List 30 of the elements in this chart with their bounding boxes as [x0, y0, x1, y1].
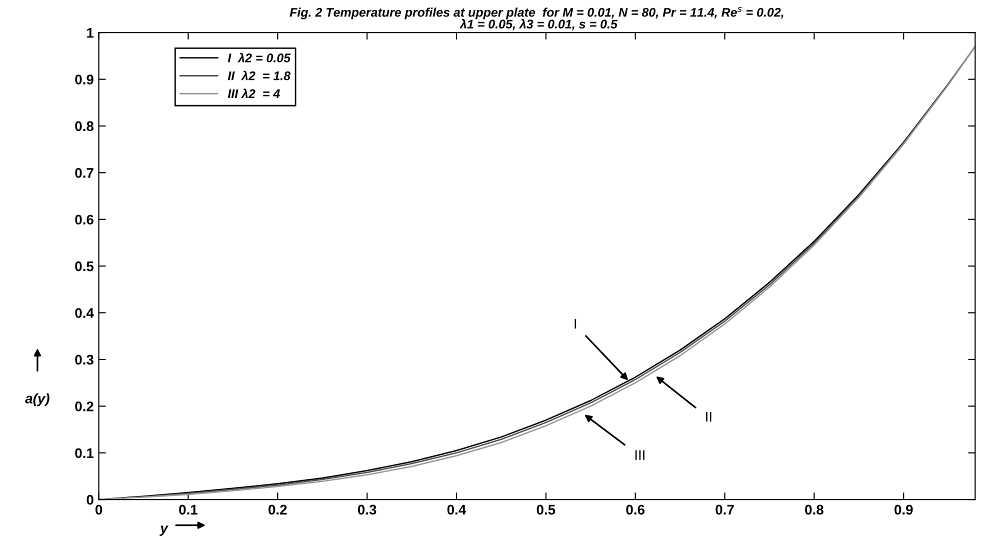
x-axis-title: y: [160, 526, 168, 536]
y-tick-label: 0: [86, 494, 94, 505]
legend-label: II λ2 = 1.8: [228, 70, 291, 80]
chart-title: Fig. 2 Temperature profiles at upper plate for M = 0.01, N = 80, Pr = 11.4, Re$^{s}$ = 0.02, λ1 = 0.05, λ3 = 0.01, s = 0.5: [290, 6, 784, 30]
legend-label: III λ2 = 4: [228, 88, 280, 98]
y-tick-label: 1: [87, 28, 94, 38]
y-tick-label: 0.7: [75, 168, 94, 178]
x-tick-label: 0: [95, 504, 102, 515]
x-tick-label: 0.3: [358, 504, 376, 515]
legend-label: I λ2 = 0.05: [228, 52, 291, 62]
x-tick-label: 0.2: [268, 504, 287, 515]
y-tick-label: 0.8: [75, 121, 94, 132]
y-tick-label: 0.1: [75, 448, 94, 458]
x-tick-label: 0.5: [536, 504, 556, 515]
y-tick-label: 0.9: [75, 74, 94, 84]
x-tick-label: 0.7: [716, 504, 734, 515]
annotation: II: [706, 412, 712, 422]
x-tick-label: 0.1: [179, 504, 198, 515]
y-tick-label: 0.3: [75, 354, 94, 365]
y-tick-label: 0.5: [75, 261, 94, 272]
x-tick-label: 0.6: [626, 504, 644, 515]
annotation: III: [635, 450, 644, 460]
x-tick-label: 0.4: [447, 504, 466, 515]
x-tick-label: 0.9: [894, 504, 913, 515]
y-tick-label: 0.2: [75, 402, 94, 412]
annotation: I: [574, 318, 576, 329]
x-tick-label: 0.8: [805, 504, 824, 515]
y-tick-label: 0.4: [75, 308, 94, 318]
y-tick-label: 0.6: [75, 214, 94, 225]
y-axis-title: a(y): [25, 393, 50, 406]
